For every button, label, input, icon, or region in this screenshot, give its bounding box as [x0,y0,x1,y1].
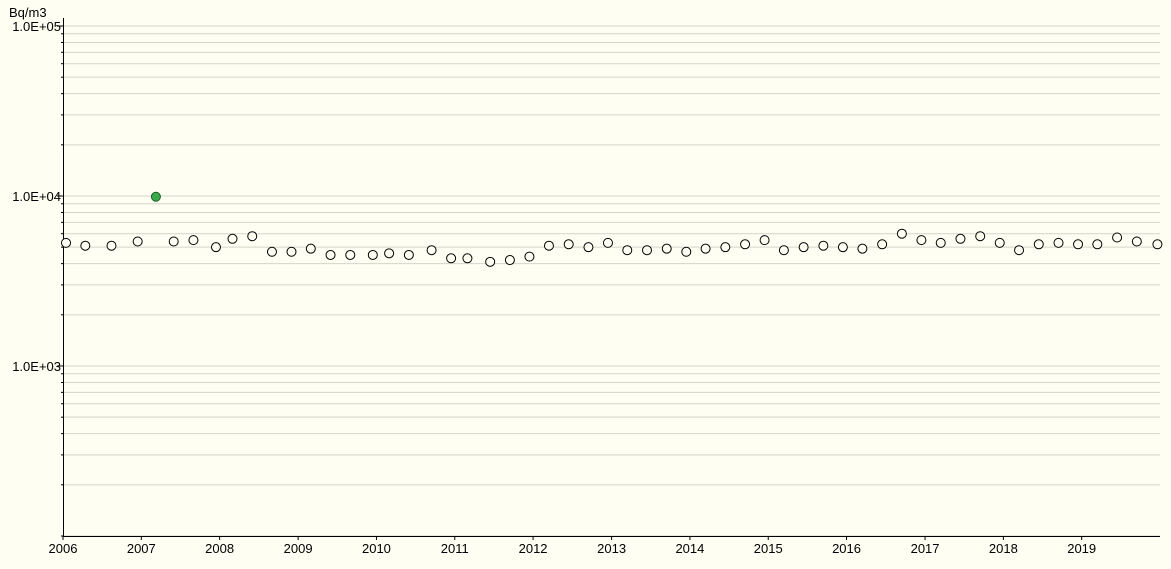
data-point [896,228,907,239]
data-point [1131,236,1142,247]
data-point [1092,239,1103,250]
data-point [837,242,848,253]
data-point [384,248,395,259]
data-point [994,237,1005,248]
data-point [446,253,457,264]
data-point [1112,232,1123,243]
chart-points [61,191,1163,267]
data-point [642,245,653,256]
data-point [210,242,221,253]
data-point [305,243,316,254]
data-point [759,235,770,246]
data-point [1053,237,1064,248]
data-point [916,235,927,246]
data-point [367,249,378,260]
y-axis-ticks: 1.0E+05 1.0E+04 1.0E+03 [12,19,64,537]
data-point [543,240,554,251]
data-point [622,245,633,256]
data-point [877,239,888,250]
data-point [524,251,535,262]
data-point [955,233,966,244]
x-tick-label: 2012 [519,541,548,556]
x-tick-label: 2013 [597,541,626,556]
x-tick-label: 2019 [1067,541,1096,556]
x-tick-label: 2018 [989,541,1018,556]
data-point [61,237,72,248]
data-point [132,236,143,247]
data-point [504,255,515,266]
x-tick-label: 2006 [49,541,78,556]
data-point [266,246,277,257]
data-point [975,231,986,242]
data-point [1152,239,1163,250]
chart-grid [63,25,1160,537]
x-axis-ticks: 2006 2007 2008 2009 2010 2011 2012 2013 2014 2015… [49,536,1096,556]
y-tick-label: 1.0E+05 [12,19,61,34]
data-point [720,242,731,253]
data-point [857,243,868,254]
data-point [818,240,829,251]
data-point [462,253,473,264]
data-point [485,256,496,267]
data-point [247,231,258,242]
x-tick-label: 2014 [675,541,704,556]
x-tick-label: 2015 [754,541,783,556]
x-tick-label: 2016 [832,541,861,556]
y-axis-unit-label: Bq/m3 [9,5,47,20]
data-point [80,240,91,251]
data-point [661,243,672,254]
data-point [935,237,946,248]
data-point [740,239,751,250]
data-point [583,242,594,253]
data-point [1073,239,1084,250]
x-tick-label: 2010 [362,541,391,556]
x-tick-label: 2007 [127,541,156,556]
data-point [106,240,117,251]
data-point [168,236,179,247]
data-point [325,249,336,260]
data-point [778,245,789,256]
highlighted-data-point [150,191,161,202]
data-point [286,246,297,257]
data-point [426,245,437,256]
data-point [188,235,199,246]
data-point [403,249,414,260]
x-tick-label: 2017 [911,541,940,556]
data-point [227,233,238,244]
data-point [1033,239,1044,250]
y-tick-label: 1.0E+04 [12,189,61,204]
data-point [563,239,574,250]
y-tick-label: 1.0E+03 [12,359,61,374]
x-tick-label: 2011 [441,541,469,556]
data-point [345,249,356,260]
data-point [700,243,711,254]
x-tick-label: 2009 [284,541,313,556]
data-point [681,246,692,257]
data-point [602,237,613,248]
x-tick-label: 2008 [205,541,234,556]
data-point [798,242,809,253]
data-point [1014,245,1025,256]
